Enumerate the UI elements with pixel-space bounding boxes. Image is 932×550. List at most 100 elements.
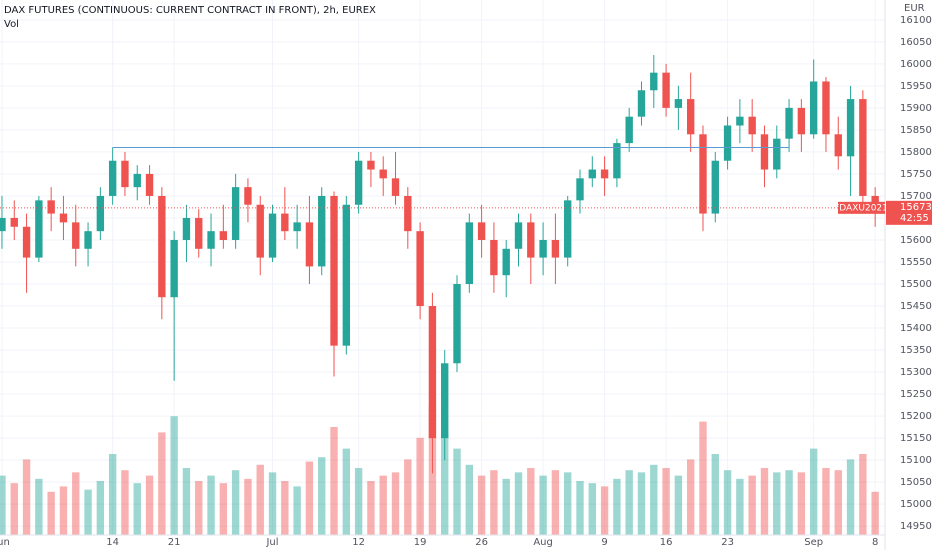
y-tick-label: 15300 xyxy=(900,367,932,378)
candle-body xyxy=(404,195,412,232)
volume-bar xyxy=(108,454,117,535)
volume-bar xyxy=(416,437,424,535)
y-tick-label: 15400 xyxy=(900,323,932,334)
y-tick-label: 15150 xyxy=(900,433,932,444)
candle-body xyxy=(625,116,633,144)
x-tick-label: Aug xyxy=(533,537,553,548)
candle-body xyxy=(281,213,289,232)
volume-bar xyxy=(441,432,449,535)
y-tick-label: 15600 xyxy=(900,235,932,246)
volume-bar xyxy=(0,475,6,535)
candle-body xyxy=(219,231,228,240)
volume-bar xyxy=(158,432,166,535)
volume-bar xyxy=(502,478,510,535)
volume-bar xyxy=(539,475,547,535)
volume-bar xyxy=(195,481,203,535)
y-tick-label: 16100 xyxy=(900,15,932,26)
volume-bar xyxy=(330,427,338,535)
candle-body xyxy=(859,99,867,196)
volume-bar xyxy=(834,470,842,535)
volume-bar xyxy=(625,470,633,535)
volume-bar xyxy=(231,470,240,535)
volume-bar xyxy=(465,464,474,535)
currency-label: EUR xyxy=(904,3,925,14)
volume-bar xyxy=(723,470,732,535)
volume-bar xyxy=(244,478,252,535)
candle-body xyxy=(723,125,732,161)
y-tick-label: 14950 xyxy=(900,521,932,532)
candle-body xyxy=(293,222,301,232)
volume-bar xyxy=(674,475,683,535)
candle-body xyxy=(539,239,547,258)
x-tick-label: Jun xyxy=(0,537,10,548)
volume-bar xyxy=(736,478,744,535)
candle-body xyxy=(477,222,486,240)
volume-bar xyxy=(293,486,301,535)
candle-body xyxy=(527,222,535,258)
candle-body xyxy=(662,72,670,108)
volume-bar xyxy=(182,468,191,535)
volume-bar xyxy=(145,475,154,535)
y-tick-label: 15450 xyxy=(900,301,932,312)
volume-bar xyxy=(613,478,621,535)
candle-body xyxy=(195,217,203,249)
y-tick-label: 15200 xyxy=(900,411,932,422)
volume-bar xyxy=(527,468,535,535)
volume-bar xyxy=(650,464,658,535)
volume-bar xyxy=(588,483,596,535)
y-tick-label: 15350 xyxy=(900,345,932,356)
candle-body xyxy=(773,138,781,170)
volume-bar xyxy=(59,486,68,535)
candle-body xyxy=(170,239,178,298)
candle-body xyxy=(576,178,584,201)
x-tick-label: 16 xyxy=(660,537,673,548)
volume-bar xyxy=(342,448,351,535)
x-tick-label: 26 xyxy=(475,537,488,548)
candle-body xyxy=(268,213,277,258)
candle-body xyxy=(367,160,375,170)
candle-body xyxy=(96,195,105,232)
candle-body xyxy=(108,160,117,196)
volume-bar xyxy=(490,470,498,535)
candle-body xyxy=(699,134,707,214)
price-label: 15673 xyxy=(900,202,932,213)
y-tick-label: 15800 xyxy=(900,147,932,158)
volume-bar xyxy=(10,483,18,535)
volume-bar xyxy=(686,459,695,535)
volume-bar xyxy=(354,468,363,535)
candle-body xyxy=(256,204,264,258)
volume-bar xyxy=(846,459,855,535)
volume-bar xyxy=(797,472,806,535)
x-tick-label: 12 xyxy=(352,537,365,548)
volume-bar xyxy=(96,481,105,535)
y-tick-label: 15000 xyxy=(900,499,932,510)
candle-body xyxy=(379,169,387,179)
volume-bar xyxy=(785,470,793,535)
countdown-label: 42:55 xyxy=(900,213,929,224)
volume-bar xyxy=(281,481,289,535)
volume-label: Vol xyxy=(4,19,19,30)
volume-bar xyxy=(170,416,178,535)
x-tick-label: 14 xyxy=(106,537,119,548)
candle-body xyxy=(145,173,154,196)
y-tick-label: 15950 xyxy=(900,81,932,92)
volume-bar xyxy=(268,472,277,535)
candle-body xyxy=(84,231,92,249)
candle-body xyxy=(231,187,240,240)
volume-bar xyxy=(564,472,572,535)
candle-body xyxy=(47,200,55,214)
candle-body xyxy=(686,99,695,135)
candle-body xyxy=(158,195,166,298)
candle-body xyxy=(133,173,141,188)
candle-body xyxy=(760,134,769,170)
volume-bar xyxy=(809,448,818,535)
candle-body xyxy=(650,72,658,91)
volume-bar xyxy=(711,454,719,535)
y-tick-label: 16000 xyxy=(900,59,932,70)
candle-body xyxy=(809,81,818,135)
candle-body xyxy=(453,284,461,364)
symbol-label: FDAXU2021 xyxy=(834,203,888,213)
volume-bar xyxy=(477,475,486,535)
candle-body xyxy=(613,143,621,179)
